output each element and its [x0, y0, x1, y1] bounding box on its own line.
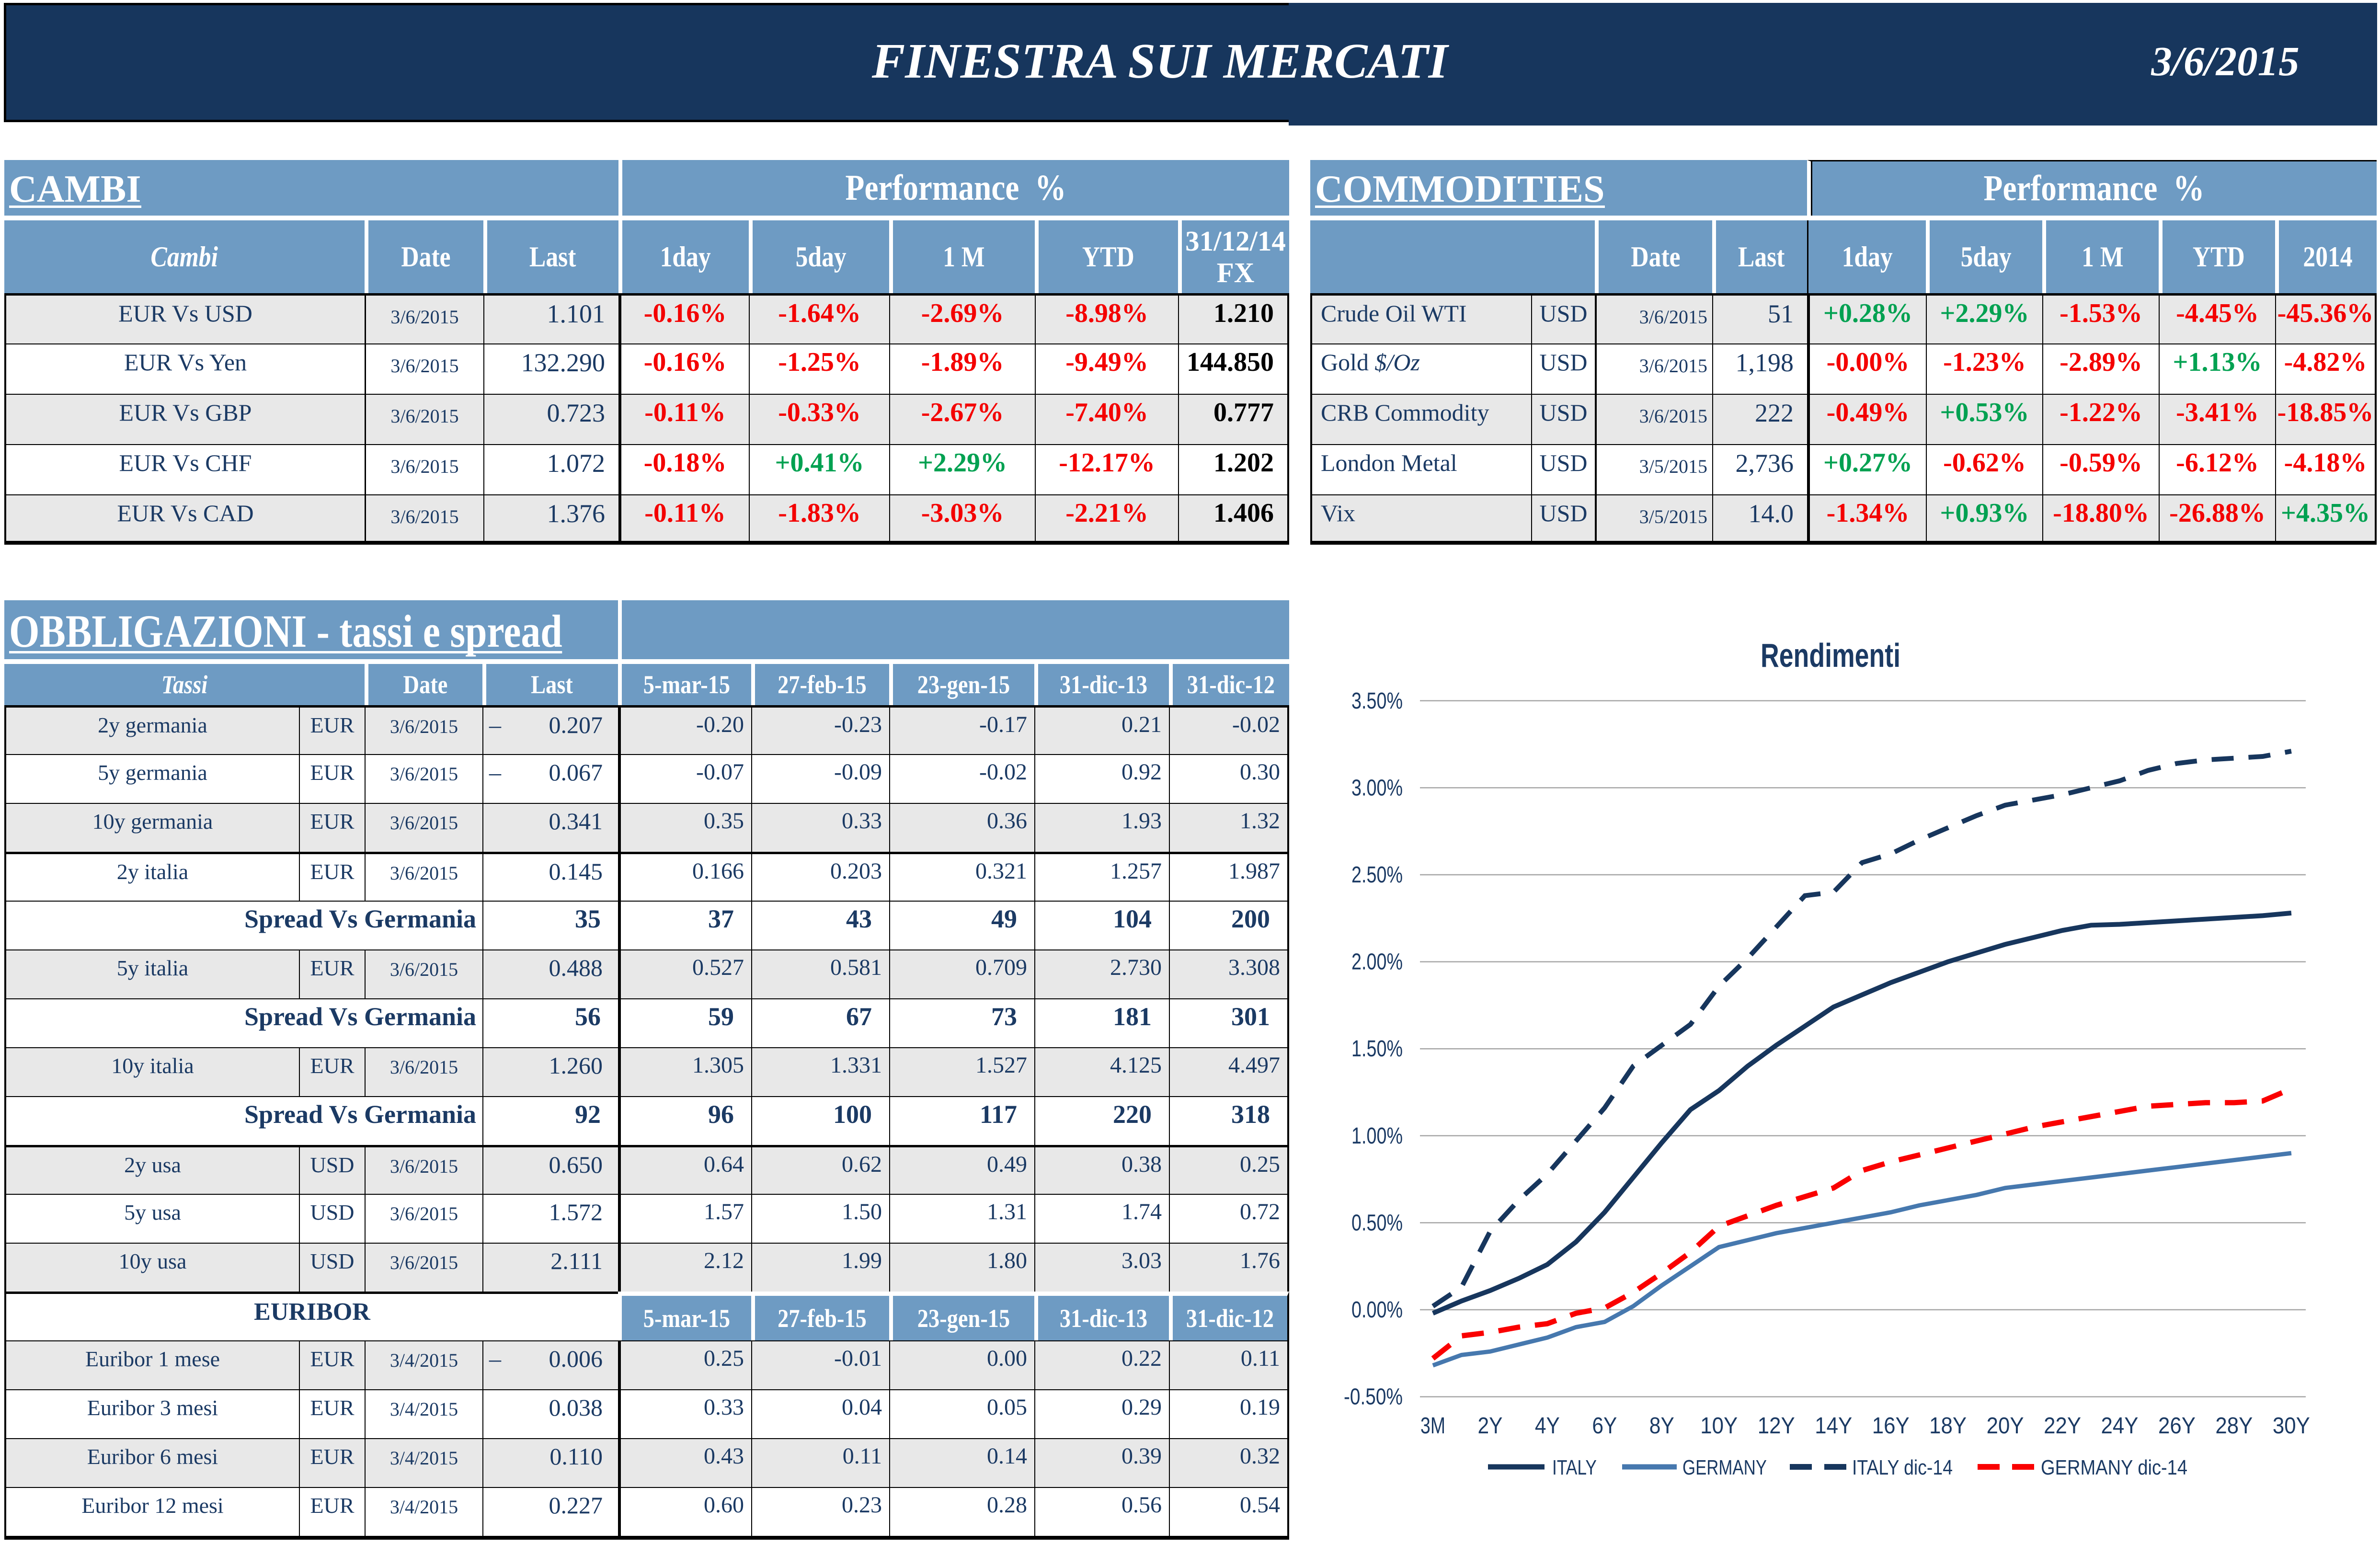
svg-text:2.50%: 2.50%: [1351, 862, 1403, 888]
svg-text:2Y: 2Y: [1478, 1413, 1503, 1439]
svg-text:12Y: 12Y: [1758, 1413, 1795, 1439]
svg-text:0.50%: 0.50%: [1351, 1210, 1403, 1235]
svg-text:-0.50%: -0.50%: [1344, 1384, 1403, 1410]
svg-text:0.00%: 0.00%: [1351, 1297, 1403, 1323]
svg-text:14Y: 14Y: [1815, 1413, 1852, 1439]
svg-text:6Y: 6Y: [1592, 1413, 1617, 1439]
svg-text:1.50%: 1.50%: [1351, 1036, 1403, 1062]
svg-text:24Y: 24Y: [2101, 1413, 2139, 1439]
svg-text:22Y: 22Y: [2044, 1413, 2081, 1439]
svg-text:3.00%: 3.00%: [1351, 775, 1403, 801]
svg-text:1.00%: 1.00%: [1351, 1123, 1403, 1149]
svg-text:4Y: 4Y: [1535, 1413, 1560, 1439]
svg-text:ITALY: ITALY: [1552, 1456, 1597, 1479]
svg-text:26Y: 26Y: [2158, 1413, 2196, 1439]
svg-text:GERMANY dic-14: GERMANY dic-14: [2041, 1456, 2187, 1479]
svg-text:16Y: 16Y: [1872, 1413, 1910, 1439]
svg-text:10Y: 10Y: [1700, 1413, 1738, 1439]
svg-text:8Y: 8Y: [1649, 1413, 1674, 1439]
svg-text:ITALY dic-14: ITALY dic-14: [1852, 1456, 1953, 1479]
svg-text:2.00%: 2.00%: [1351, 949, 1403, 975]
svg-text:20Y: 20Y: [1987, 1413, 2024, 1439]
svg-text:30Y: 30Y: [2273, 1413, 2310, 1439]
svg-text:18Y: 18Y: [1929, 1413, 1967, 1439]
svg-text:3M: 3M: [1420, 1413, 1445, 1439]
svg-text:28Y: 28Y: [2215, 1413, 2253, 1439]
svg-text:Rendimenti: Rendimenti: [1761, 637, 1900, 674]
svg-text:GERMANY: GERMANY: [1682, 1456, 1767, 1479]
svg-text:3.50%: 3.50%: [1351, 688, 1403, 714]
